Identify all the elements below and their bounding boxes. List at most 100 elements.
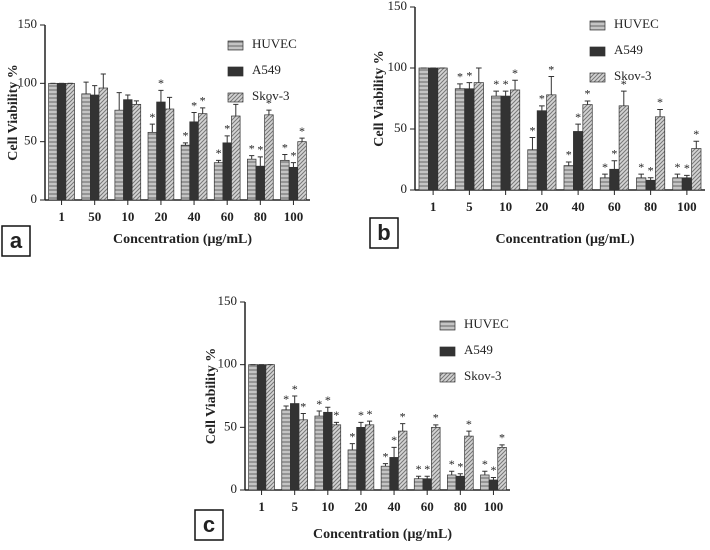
error-bar	[282, 154, 288, 161]
bar	[255, 165, 265, 201]
significance-mark: *	[493, 77, 499, 91]
significance-mark: *	[602, 160, 608, 174]
error-bar	[433, 424, 439, 428]
error-bar	[125, 94, 131, 100]
significance-mark: *	[200, 94, 206, 108]
significance-mark: *	[367, 407, 373, 421]
bar	[114, 109, 124, 201]
bar	[527, 149, 538, 191]
bar	[389, 457, 399, 491]
bar	[314, 415, 324, 491]
bar	[247, 158, 257, 201]
legend-label: A549	[614, 42, 643, 57]
error-bar	[584, 100, 591, 105]
error-bar	[493, 90, 500, 97]
bar	[398, 430, 408, 491]
bar	[297, 141, 307, 201]
legend-swatch	[439, 320, 456, 331]
error-bar	[366, 420, 373, 425]
bar	[599, 177, 611, 191]
error-bar	[158, 89, 164, 102]
significance-mark: *	[457, 459, 463, 473]
bar	[618, 105, 629, 191]
significance-mark: *	[575, 110, 581, 124]
bar	[509, 89, 521, 191]
panel-letter: c	[203, 512, 215, 537]
error-bar	[638, 173, 645, 178]
significance-mark: *	[333, 408, 339, 422]
bar	[264, 114, 274, 201]
y-tick-label: 150	[218, 293, 238, 308]
bar	[298, 419, 308, 491]
significance-mark: *	[292, 382, 298, 396]
bar	[380, 465, 391, 491]
bar	[189, 121, 199, 201]
bar	[491, 95, 502, 191]
error-bar	[333, 421, 340, 425]
significance-mark: *	[433, 411, 439, 425]
x-tick-label: 20	[354, 499, 367, 514]
bar	[464, 88, 475, 191]
bar	[431, 426, 441, 491]
legend-swatch	[439, 346, 456, 357]
x-axis-title: Concentration (μg/mL)	[496, 232, 635, 247]
significance-mark: *	[316, 397, 322, 411]
bar	[422, 478, 432, 491]
significance-mark: *	[266, 96, 272, 110]
legend-swatch	[227, 92, 244, 103]
bar	[280, 159, 290, 201]
error-bar	[299, 137, 305, 142]
significance-mark: *	[611, 146, 617, 160]
bar	[437, 67, 448, 191]
significance-mark: *	[182, 129, 188, 143]
error-bar	[620, 90, 627, 106]
x-axis-title: Concentration (μg/mL)	[113, 232, 252, 247]
bar	[447, 474, 457, 491]
legend-swatch	[227, 40, 244, 51]
x-tick-label: 60	[608, 199, 621, 214]
bar	[231, 115, 241, 201]
significance-mark: *	[466, 417, 472, 431]
bar	[573, 131, 584, 191]
error-bar	[647, 177, 654, 181]
error-bar	[290, 162, 297, 168]
bar	[248, 364, 258, 491]
error-bar	[482, 470, 488, 475]
error-bar	[233, 103, 239, 116]
bar	[265, 364, 275, 491]
x-tick-label: 10	[321, 499, 334, 514]
significance-mark: *	[424, 462, 430, 476]
panel-letter: a	[10, 228, 23, 253]
bar	[609, 168, 620, 191]
significance-mark: *	[325, 393, 331, 407]
x-tick-label: 100	[284, 209, 304, 224]
error-bar	[466, 430, 472, 437]
error-bar	[292, 395, 298, 404]
bar	[563, 165, 574, 191]
bar	[323, 411, 333, 491]
significance-mark: *	[482, 457, 488, 471]
error-bar	[92, 85, 98, 95]
error-bar	[191, 112, 197, 122]
error-bar	[575, 123, 581, 132]
significance-mark: *	[693, 127, 699, 141]
significance-mark: *	[648, 164, 654, 178]
significance-mark: *	[416, 462, 422, 476]
error-bar	[602, 173, 608, 178]
error-bar	[512, 79, 518, 90]
bar	[213, 162, 224, 201]
error-bar	[415, 475, 422, 479]
y-axis-title: Cell Viability %	[372, 50, 387, 146]
bar	[681, 177, 692, 191]
y-tick-label: 0	[231, 481, 238, 496]
bar	[654, 116, 666, 191]
significance-mark: *	[349, 429, 355, 443]
y-axis-title: Cell Viability %	[6, 64, 21, 160]
legend-swatch	[589, 46, 606, 57]
error-bar	[215, 159, 222, 163]
error-bar	[358, 421, 364, 428]
error-bar	[424, 475, 430, 479]
y-tick-label: 0	[31, 191, 38, 206]
significance-mark: *	[149, 110, 155, 124]
error-bar	[83, 81, 89, 94]
